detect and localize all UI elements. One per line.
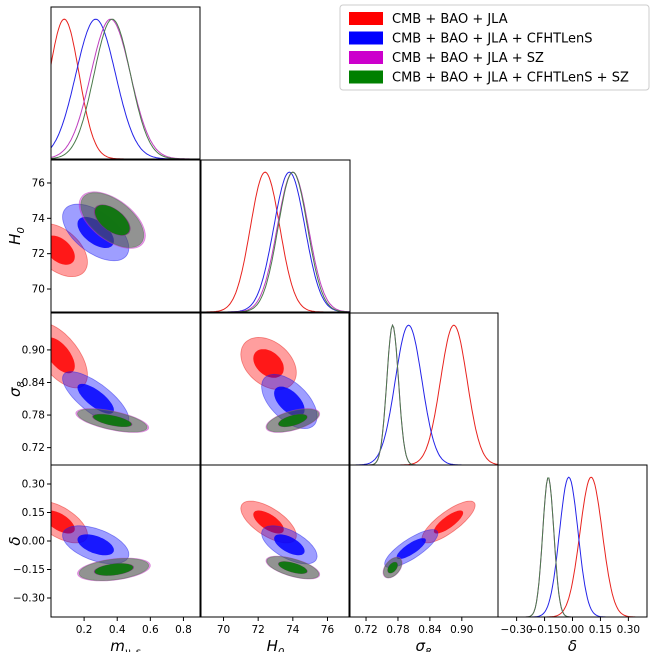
marginal-curve-series-1 (201, 171, 350, 312)
contour-68-series-1 (77, 383, 114, 414)
contour-68-series-1 (274, 386, 305, 417)
legend-swatch (349, 12, 383, 25)
marginal-curve-series-2 (498, 477, 647, 617)
y-axis-label-s8: σ8 (6, 381, 27, 397)
y-tick-label: 0.30 (22, 479, 45, 491)
x-tick-label: 0.2 (76, 624, 93, 636)
x-axis-label-delta: δ (568, 637, 577, 652)
x-axis-label-mnu: mν_s (110, 637, 140, 652)
marginal-curve-series-3 (498, 477, 647, 617)
x-tick-label: 0.90 (450, 624, 473, 636)
y-tick-label: 0.15 (22, 507, 45, 519)
marginal-curve-series-0 (51, 18, 200, 159)
contour-68-series-0 (253, 349, 284, 378)
x-tick-label: −0.15 (528, 624, 560, 636)
x-tick-label: 0.15 (589, 624, 612, 636)
contour-68-series-0 (433, 510, 464, 534)
contour-68-series-1 (274, 534, 305, 556)
panel-frame (200, 464, 351, 618)
y-tick-label: 70 (32, 284, 45, 296)
legend-label: CMB + BAO + JLA + CFHTLenS + SZ (392, 71, 629, 86)
marginal-curve-series-0 (349, 324, 498, 465)
marginal-curve-series-1 (51, 18, 200, 159)
legend: CMB + BAO + JLA CMB + BAO + JLA + CFHTLen… (339, 4, 650, 91)
y-tick-label: 0.84 (22, 377, 46, 389)
x-tick-label: 0.00 (561, 624, 584, 636)
panel-frame (200, 159, 351, 313)
panel-H0-delta (200, 464, 351, 618)
x-tick-label: 0.72 (354, 624, 377, 636)
x-tick-label: 74 (286, 624, 300, 636)
x-tick-label: 76 (321, 624, 335, 636)
x-tick-label: 0.4 (109, 624, 126, 636)
legend-swatch (349, 70, 383, 84)
contour-68-series-0 (51, 337, 75, 374)
x-tick-label: 0.84 (418, 624, 442, 636)
contour-68-series-3 (278, 414, 308, 427)
panel-s8-delta (348, 464, 499, 618)
contour-68-series-0 (51, 235, 75, 265)
marginal-delta (497, 464, 648, 618)
y-tick-label: −0.30 (13, 593, 45, 605)
y-axis-label-H0: H0 (6, 227, 27, 245)
marginal-curve-series-3 (201, 171, 350, 312)
marginal-curve-series-1 (349, 324, 498, 465)
x-axis-label-s8: σ8 (416, 637, 432, 652)
y-tick-label: 0.78 (22, 410, 45, 422)
legend-swatch (349, 51, 383, 64)
contour-68-series-3 (94, 563, 133, 576)
y-axis-label-delta: δ (6, 536, 24, 545)
x-tick-label: 70 (217, 624, 230, 636)
marginal-curve-series-0 (498, 476, 647, 617)
contour-68-series-3 (95, 205, 130, 236)
x-tick-label: 0.6 (142, 624, 159, 636)
marginal-s8 (348, 312, 499, 466)
x-tick-label: 0.78 (386, 624, 409, 636)
marginal-curve-series-3 (349, 323, 498, 465)
marginal-curve-series-1 (498, 476, 647, 617)
contour-68-series-3 (93, 414, 132, 427)
x-tick-label: 0.8 (175, 624, 192, 636)
marginal-curve-series-0 (201, 171, 350, 312)
x-tick-label: 72 (251, 624, 264, 636)
contour-68-series-1 (77, 534, 114, 556)
marginal-curve-series-2 (51, 18, 200, 159)
x-tick-label: −0.30 (501, 624, 533, 636)
panel-frame (50, 159, 201, 313)
contour-68-series-1 (396, 538, 426, 559)
legend-label: CMB + BAO + JLA + CFHTLenS (392, 32, 593, 47)
y-tick-label: 0.90 (22, 344, 45, 356)
x-tick-label: 0.30 (617, 624, 640, 636)
panel-mnu-s8 (50, 312, 201, 466)
panel-frame (50, 6, 201, 160)
contour-68-series-3 (278, 561, 308, 574)
y-tick-label: 76 (32, 177, 46, 189)
panel-mnu-H0 (50, 159, 201, 313)
marginal-curve-series-3 (51, 18, 200, 159)
legend-label: CMB + BAO + JLA (392, 12, 508, 27)
legend-frame (339, 4, 650, 91)
x-axis-label-H0: H0 (267, 637, 285, 652)
y-tick-label: 0.00 (22, 536, 45, 548)
marginal-curve-series-2 (201, 171, 350, 312)
y-tick-label: 72 (32, 248, 45, 260)
y-tick-label: −0.15 (13, 564, 45, 576)
legend-label: CMB + BAO + JLA + SZ (392, 51, 544, 66)
panel-mnu-delta (50, 464, 201, 618)
panel-frame (348, 312, 499, 466)
legend-swatch (349, 31, 383, 45)
y-tick-label: 0.72 (22, 442, 45, 454)
y-tick-label: 74 (32, 213, 46, 225)
panel-H0-s8 (200, 312, 351, 466)
contour-68-series-0 (253, 510, 284, 534)
marginal-curve-series-2 (349, 323, 498, 465)
contour-68-series-3 (387, 562, 398, 574)
marginal-H0 (200, 159, 351, 313)
marginal-mnu (50, 6, 201, 160)
